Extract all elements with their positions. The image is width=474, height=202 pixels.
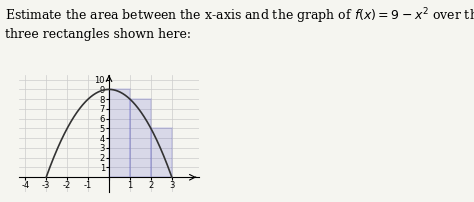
Text: Estimate the area between the x-axis and the graph of $f(x) = 9 - x^2$ over the : Estimate the area between the x-axis and…	[5, 6, 474, 41]
Bar	[109, 89, 130, 177]
FancyBboxPatch shape	[19, 178, 76, 196]
Bar	[130, 99, 151, 177]
Bar	[151, 128, 172, 177]
